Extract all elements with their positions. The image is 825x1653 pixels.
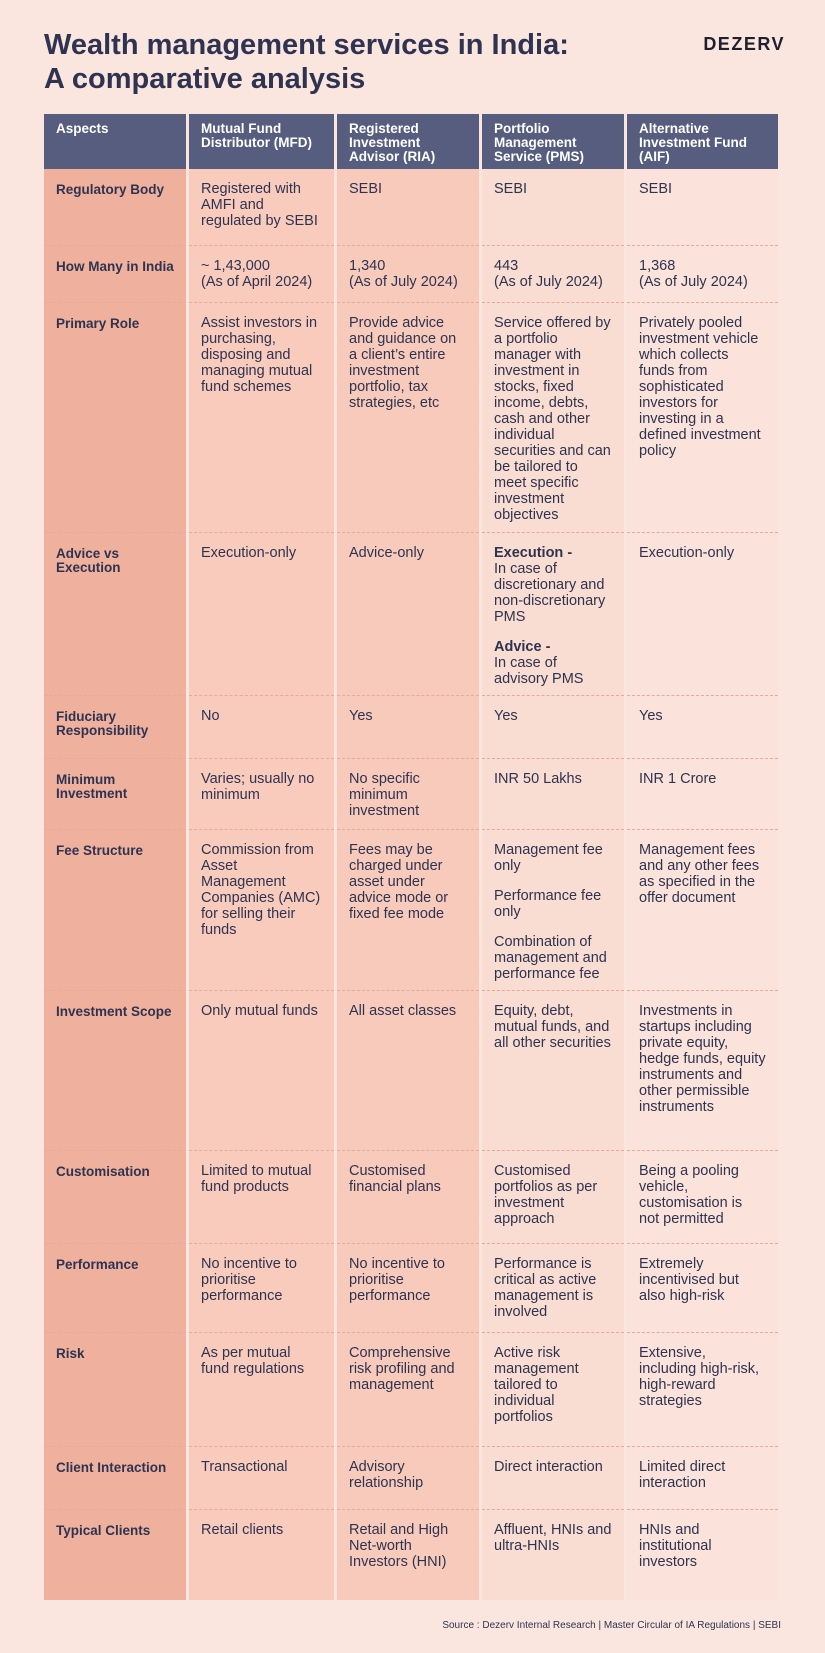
table-cell: Retail and High Net-worth Investors (HNI… — [337, 1510, 479, 1600]
cell-line: 443 — [494, 258, 519, 274]
table-cell: 1,340 (As of July 2024) — [337, 246, 479, 303]
table-cell: SEBI — [482, 169, 624, 246]
table-cell: Commission from Asset Management Compani… — [189, 830, 334, 991]
table-cell: Assist investors in purchasing, disposin… — [189, 303, 334, 533]
table-cell: Limited to mutual fund products — [189, 1151, 334, 1244]
row-label: Client Interaction — [44, 1447, 186, 1510]
table-cell: Extensive, including high-risk, high-rew… — [627, 1333, 778, 1447]
table-cell: Being a pooling vehicle, customisation i… — [627, 1151, 778, 1244]
table-cell: Retail clients — [189, 1510, 334, 1600]
table-cell: Management fee only Performance fee only C… — [482, 830, 624, 991]
row-label: Minimum Investment — [44, 759, 186, 830]
table-cell: Execution-only — [627, 533, 778, 696]
table-cell: INR 50 Lakhs — [482, 759, 624, 830]
cell-line: 1,340 — [349, 258, 386, 274]
table-cell: Customised portfolios as per investment … — [482, 1151, 624, 1244]
table-cell: Advisory relationship — [337, 1447, 479, 1510]
table-cell: Extremely incentivised but also high-ris… — [627, 1244, 778, 1333]
table-cell: HNIs and institutional investors — [627, 1510, 778, 1600]
table-cell: Yes — [337, 696, 479, 759]
table-cell: Performance is critical as active manage… — [482, 1244, 624, 1333]
table-cell: Limited direct interaction — [627, 1447, 778, 1510]
header-cell: Portfolio Management Service (PMS) — [482, 114, 624, 169]
table-cell: Registered with AMFI and regulated by SE… — [189, 169, 334, 246]
table-cell: Yes — [482, 696, 624, 759]
table-cell: INR 1 Crore — [627, 759, 778, 830]
table-cell: Fees may be charged under asset under ad… — [337, 830, 479, 991]
cell-label: Execution - — [494, 545, 573, 561]
row-label: Fiduciary Responsibility — [44, 696, 186, 759]
row-label: Fee Structure — [44, 830, 186, 991]
table-cell: Equity, debt, mutual funds, and all othe… — [482, 991, 624, 1151]
title: Wealth management services in India: A c… — [44, 28, 569, 96]
table-cell: Customised financial plans — [337, 1151, 479, 1244]
row-label: Risk — [44, 1333, 186, 1447]
cell-text: Combination of management and performanc… — [494, 934, 607, 982]
table-cell: ~ 1,43,000 (As of April 2024) — [189, 246, 334, 303]
header-cell: Alternative Investment Fund (AIF) — [627, 114, 778, 169]
table-cell: Yes — [627, 696, 778, 759]
cell-text: In case of advisory PMS — [494, 655, 584, 687]
table-cell: Execution - In case of discretionary and … — [482, 533, 624, 696]
cell-paragraph: Management fee only — [494, 842, 612, 874]
row-label: Primary Role — [44, 303, 186, 533]
cell-line: (As of July 2024) — [349, 274, 458, 290]
table-cell: Investments in startups including privat… — [627, 991, 778, 1151]
table-cell: Transactional — [189, 1447, 334, 1510]
header-cell: Registered Investment Advisor (RIA) — [337, 114, 479, 169]
row-label: Customisation — [44, 1151, 186, 1244]
cell-line: ~ 1,43,000 — [201, 258, 270, 274]
table-cell: Varies; usually no minimum — [189, 759, 334, 830]
table-cell: No incentive to prioritise performance — [189, 1244, 334, 1333]
cell-paragraph: Advice - In case of advisory PMS — [494, 639, 612, 687]
table-cell: Provide advice and guidance on a client’… — [337, 303, 479, 533]
row-label: Regulatory Body — [44, 169, 186, 246]
row-label: Advice vs Execution — [44, 533, 186, 696]
table-cell: Only mutual funds — [189, 991, 334, 1151]
cell-line: (As of July 2024) — [494, 274, 603, 290]
table-cell: 443 (As of July 2024) — [482, 246, 624, 303]
table-cell: Management fees and any other fees as sp… — [627, 830, 778, 991]
cell-text: In case of discretionary and non-discret… — [494, 561, 606, 625]
row-label: Investment Scope — [44, 991, 186, 1151]
table-cell: SEBI — [627, 169, 778, 246]
cell-paragraph: Combination of management and performanc… — [494, 934, 612, 982]
row-label: Performance — [44, 1244, 186, 1333]
source: Source : Dezerv Internal Research | Mast… — [442, 1620, 781, 1631]
table-cell: Privately pooled investment vehicle whic… — [627, 303, 778, 533]
row-label: Typical Clients — [44, 1510, 186, 1600]
table-cell: No — [189, 696, 334, 759]
cell-paragraph: Execution - In case of discretionary and … — [494, 545, 612, 625]
cell-line: (As of July 2024) — [639, 274, 748, 290]
cell-text: Management fee only — [494, 842, 603, 874]
cell-paragraph: Performance fee only — [494, 888, 612, 920]
table-cell: All asset classes — [337, 991, 479, 1151]
table-cell: 1,368 (As of July 2024) — [627, 246, 778, 303]
table-cell: Active risk management tailored to indiv… — [482, 1333, 624, 1447]
cell-line: 1,368 — [639, 258, 676, 274]
header-cell: Aspects — [44, 114, 186, 169]
row-label: How Many in India — [44, 246, 186, 303]
title-line: A comparative analysis — [44, 63, 366, 95]
table-cell: Direct interaction — [482, 1447, 624, 1510]
cell-line: (As of April 2024) — [201, 274, 313, 290]
table-cell: As per mutual fund regulations — [189, 1333, 334, 1447]
table-cell: Affluent, HNIs and ultra-HNIs — [482, 1510, 624, 1600]
title-line: Wealth management services in India: — [44, 29, 569, 61]
table-cell: No specific minimum investment — [337, 759, 479, 830]
cell-label: Advice - — [494, 639, 551, 655]
comparison-table: Aspects Mutual Fund Distributor (MFD) Regi… — [44, 114, 778, 1600]
table-cell: Service offered by a portfolio manager w… — [482, 303, 624, 533]
table-cell: Execution-only — [189, 533, 334, 696]
brand: DEZERV — [703, 34, 785, 54]
cell-text: Performance fee only — [494, 888, 602, 920]
table-cell: No incentive to prioritise performance — [337, 1244, 479, 1333]
table-cell: SEBI — [337, 169, 479, 246]
table-cell: Comprehensive risk profiling and managem… — [337, 1333, 479, 1447]
table-cell: Advice-only — [337, 533, 479, 696]
header-cell: Mutual Fund Distributor (MFD) — [189, 114, 334, 169]
